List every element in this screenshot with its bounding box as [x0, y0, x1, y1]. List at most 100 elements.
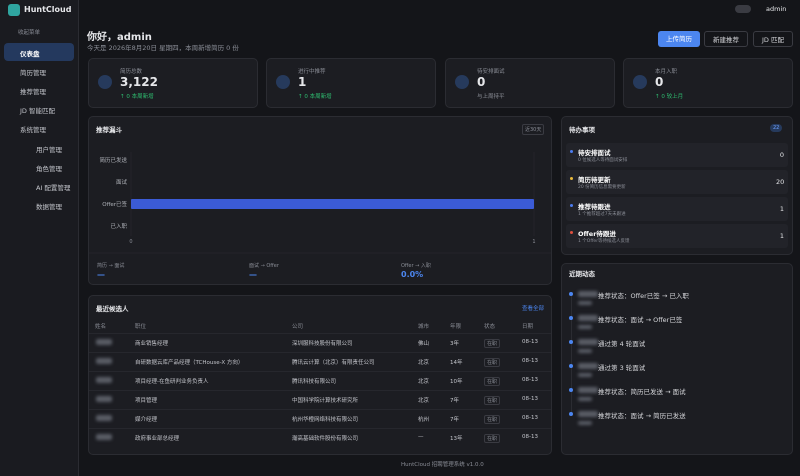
view-all-link[interactable]: 查看全部	[522, 306, 545, 312]
y-tick-label: 已入职	[110, 223, 127, 230]
timeline-dot	[569, 412, 573, 416]
table-cell: 佛山	[418, 341, 430, 347]
activity-text: 通过第 3 轮面试	[598, 364, 646, 372]
table-cell: 10年	[450, 379, 463, 385]
table-cell: 北京	[418, 360, 430, 366]
todo-badge: 22	[770, 124, 783, 132]
activity-text: 推荐状态：面试 → Offer已签	[598, 316, 683, 324]
blurred-name	[578, 397, 592, 401]
theme-toggle[interactable]	[735, 5, 751, 13]
blurred-name	[96, 415, 112, 421]
todo-desc: 0 位候选人等待面试安排	[578, 158, 628, 163]
stat-label: 本月入职	[655, 69, 678, 75]
table-cell: 瀚高基础软件股份有限公司	[292, 436, 359, 442]
table-cell: 项目经理-在鱼研判业务负责人	[135, 379, 209, 385]
sub-nav-item[interactable]: 用户管理	[36, 146, 62, 154]
card-title: 最近候选人	[96, 305, 129, 313]
stat-icon	[98, 75, 112, 89]
nav-item[interactable]: 简历管理	[20, 69, 46, 77]
sub-nav-item[interactable]: 角色管理	[36, 165, 62, 173]
stat-card	[623, 58, 793, 108]
todo-title: 待安排面试	[578, 149, 611, 157]
collapse-menu[interactable]: 收起菜单	[18, 30, 41, 36]
stat-note: 与上周持平	[477, 94, 505, 100]
table-cell: 14年	[450, 360, 463, 366]
todo-count: 1	[779, 232, 784, 240]
y-tick-label: 面试	[116, 178, 128, 186]
stat-card	[88, 58, 258, 108]
stat-note: ↑ 0 本周新增	[298, 94, 332, 100]
row-divider	[89, 352, 551, 353]
table-cell: 腾讯云计算（北京）有限责任公司	[292, 360, 375, 366]
blurred-name	[578, 411, 598, 417]
stat-card	[266, 58, 436, 108]
stat-value: 0	[655, 75, 664, 89]
nav-item[interactable]: 系统管理	[20, 126, 46, 134]
card-tag: 近30天	[522, 124, 545, 135]
blurred-name	[578, 291, 598, 297]
timeline-dot	[569, 388, 573, 392]
table-cell: 7年	[450, 417, 459, 423]
table-cell: 政府事业部总经理	[135, 436, 180, 442]
blurred-name	[578, 325, 592, 329]
table-cell: 13年	[450, 436, 463, 442]
x-tick-label: 1	[532, 239, 535, 245]
column-header: 公司	[292, 324, 304, 330]
card-title: 推荐漏斗	[96, 126, 122, 134]
todo-count: 20	[776, 178, 785, 186]
todo-count: 0	[779, 151, 784, 159]
table-cell: 08-13	[522, 339, 538, 345]
table-cell: 3年	[450, 341, 459, 347]
row-divider	[89, 371, 551, 372]
todo-item	[566, 197, 788, 221]
table-cell: 杭州	[418, 417, 430, 423]
column-header: 职位	[135, 324, 147, 330]
table-cell: 08-13	[522, 434, 538, 440]
todo-item	[566, 143, 788, 167]
table-cell: 北京	[418, 398, 430, 404]
column-header: 城市	[418, 324, 430, 330]
todo-title: 推荐待跟进	[578, 203, 611, 211]
todo-dot	[570, 150, 573, 153]
activity-text: 通过第 4 轮面试	[598, 340, 646, 348]
table-cell: 杭州华橙网络科技有限公司	[292, 417, 359, 423]
candidates-card	[88, 295, 552, 455]
table-cell: 08-13	[522, 358, 538, 364]
header-button[interactable]: 上传简历	[658, 31, 700, 47]
rate-label: Offer → 入职	[401, 263, 431, 269]
row-divider	[89, 428, 551, 429]
column-header: 年限	[450, 324, 462, 330]
stat-value: 0	[477, 75, 486, 89]
header-button[interactable]: JD 匹配	[753, 31, 793, 47]
table-cell: 自研数据云库产品经理（TCHouse-X 方向）	[135, 360, 244, 366]
blurred-name	[578, 363, 598, 369]
blurred-name	[96, 339, 112, 345]
stat-note: ↑ 0 较上月	[655, 94, 684, 100]
table-cell: 北京	[418, 379, 430, 385]
table-cell: —	[418, 434, 424, 440]
stat-value: 1	[298, 75, 307, 89]
activity-text: 推荐状态：面试 → 简历已发送	[598, 412, 686, 420]
blurred-name	[578, 373, 592, 377]
blurred-name	[578, 421, 592, 425]
nav-item[interactable]: 推荐管理	[20, 88, 46, 96]
active-nav-bg	[4, 43, 74, 61]
nav-item[interactable]: JD 智能匹配	[20, 107, 55, 115]
column-header: 姓名	[95, 324, 107, 330]
nav-item[interactable]: 仪表盘	[20, 50, 40, 58]
row-divider	[89, 333, 551, 334]
timeline-dot	[569, 316, 573, 320]
status-badge: 在职	[484, 339, 501, 348]
activity-card	[561, 263, 793, 455]
activity-text: 推荐状态：简历已发送 → 面试	[598, 388, 686, 396]
sub-nav-item[interactable]: 数据管理	[36, 203, 62, 211]
header-button[interactable]: 新建推荐	[704, 31, 748, 47]
sub-nav-item[interactable]: AI 配置管理	[36, 184, 71, 192]
user-name[interactable]: admin	[766, 5, 787, 13]
stat-icon	[633, 75, 647, 89]
status-badge: 在职	[484, 415, 501, 424]
row-divider	[89, 409, 551, 410]
stat-label: 进行中推荐	[298, 69, 326, 75]
timeline-dot	[569, 292, 573, 296]
